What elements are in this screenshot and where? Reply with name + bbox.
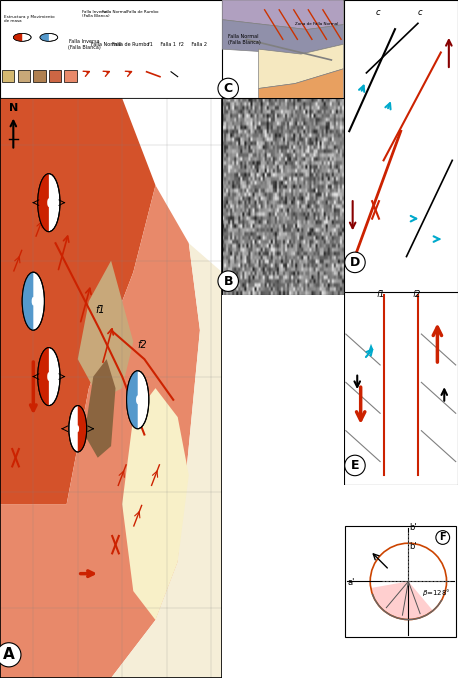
- Wedge shape: [371, 582, 433, 620]
- Text: Falla Normal
(Falla Blanca): Falla Normal (Falla Blanca): [228, 35, 261, 45]
- Text: f1     Falla 1: f1 Falla 1: [148, 42, 176, 47]
- Circle shape: [69, 405, 87, 452]
- Wedge shape: [13, 33, 22, 41]
- Circle shape: [13, 33, 31, 41]
- Text: Falla de Rumbo: Falla de Rumbo: [112, 42, 150, 47]
- Circle shape: [136, 395, 139, 404]
- Text: Falla Normal: Falla Normal: [102, 10, 128, 14]
- Polygon shape: [78, 260, 133, 400]
- Polygon shape: [258, 44, 344, 89]
- Text: N: N: [9, 103, 18, 113]
- Text: C: C: [224, 82, 233, 95]
- Text: D: D: [350, 256, 360, 269]
- Bar: [2, 70, 15, 81]
- Text: b': b': [409, 523, 417, 532]
- Text: Falla de Rumbo: Falla de Rumbo: [126, 10, 158, 14]
- Text: A: A: [3, 647, 15, 662]
- Circle shape: [40, 33, 58, 41]
- Circle shape: [47, 372, 50, 381]
- Text: Falla Inversa
(Falla Blanca): Falla Inversa (Falla Blanca): [68, 39, 101, 49]
- Text: F: F: [439, 532, 446, 542]
- Polygon shape: [111, 243, 222, 678]
- Circle shape: [76, 425, 79, 432]
- Text: E: E: [351, 459, 359, 472]
- Polygon shape: [258, 69, 344, 98]
- Text: Falla Inversa
(Falla Blanca): Falla Inversa (Falla Blanca): [82, 10, 110, 18]
- Bar: [65, 70, 76, 81]
- Circle shape: [126, 371, 149, 428]
- Bar: [49, 70, 61, 81]
- Circle shape: [436, 531, 450, 544]
- Wedge shape: [40, 33, 49, 41]
- Polygon shape: [222, 0, 344, 30]
- Circle shape: [38, 348, 60, 405]
- Wedge shape: [38, 174, 49, 232]
- Text: $\beta$=128°: $\beta$=128°: [422, 586, 450, 598]
- Text: c: c: [418, 7, 423, 16]
- Polygon shape: [122, 388, 189, 620]
- Circle shape: [22, 272, 44, 330]
- Wedge shape: [78, 405, 87, 452]
- Polygon shape: [222, 20, 344, 54]
- Circle shape: [47, 198, 50, 207]
- Text: f1: f1: [376, 290, 385, 299]
- Text: Estructura y Movimiento
de masa: Estructura y Movimiento de masa: [5, 15, 55, 23]
- Text: b': b': [409, 542, 417, 551]
- Text: a': a': [347, 578, 354, 587]
- Polygon shape: [0, 98, 155, 504]
- Text: Zona de Falla Normal: Zona de Falla Normal: [295, 22, 338, 26]
- Polygon shape: [84, 359, 115, 458]
- Circle shape: [32, 297, 35, 306]
- Polygon shape: [366, 344, 373, 357]
- Bar: [33, 70, 45, 81]
- Wedge shape: [38, 348, 49, 405]
- Text: f2: f2: [138, 340, 147, 350]
- Bar: [18, 70, 30, 81]
- Text: f1: f1: [96, 305, 105, 315]
- Text: B: B: [224, 275, 233, 287]
- Wedge shape: [22, 272, 33, 330]
- Polygon shape: [0, 185, 200, 678]
- Text: f2     Falla 2: f2 Falla 2: [179, 42, 207, 47]
- Text: c: c: [376, 7, 380, 16]
- Text: f2: f2: [412, 290, 420, 299]
- Text: Falla Normal: Falla Normal: [92, 42, 122, 47]
- Circle shape: [38, 174, 60, 232]
- Wedge shape: [126, 371, 138, 428]
